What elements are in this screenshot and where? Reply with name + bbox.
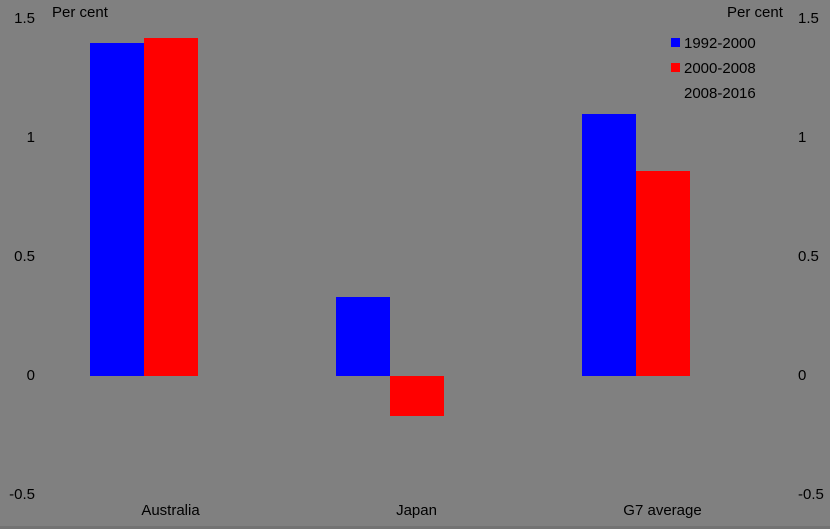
- legend-label-2000-2008: 2000-2008: [684, 60, 756, 77]
- legend-swatch-2000-2008: [671, 63, 680, 72]
- bar-1992-2000-australia: [89, 42, 144, 376]
- legend-item-2008-2016: 2008-2016: [671, 85, 756, 103]
- y-tick-left-1: 1: [26, 128, 35, 146]
- legend-label-1992-2000: 1992-2000: [684, 35, 756, 52]
- y-tick-right-1: 1: [798, 128, 807, 146]
- y-tick-left-0: 0: [26, 366, 35, 384]
- bar-2000-2008-japan: [389, 376, 444, 417]
- y-tick-left-0-5: 0.5: [14, 247, 35, 265]
- x-label-australia: Australia: [141, 502, 200, 519]
- legend-label-2008-2016: 2008-2016: [684, 85, 756, 102]
- legend-swatch-1992-2000: [671, 38, 680, 47]
- y-axis-title-right: Per cent: [727, 4, 783, 21]
- x-label-g7-average: G7 average: [623, 502, 702, 519]
- y-tick-left-1-5: 1.5: [14, 9, 35, 27]
- y-tick-left--0-5: -0.5: [9, 485, 35, 503]
- x-label-japan: Japan: [396, 502, 437, 519]
- legend-item-1992-2000: 1992-2000: [671, 35, 756, 53]
- y-tick-right-0: 0: [798, 366, 807, 384]
- bottom-edge-strip: [0, 526, 830, 529]
- legend-swatch-2008-2016: [671, 88, 680, 97]
- y-tick-right--0-5: -0.5: [798, 485, 824, 503]
- y-axis-title-left: Per cent: [52, 4, 108, 21]
- bar-2000-2008-g7-average: [635, 171, 690, 376]
- y-tick-right-1-5: 1.5: [798, 9, 819, 27]
- y-tick-right-0-5: 0.5: [798, 247, 819, 265]
- bar-1992-2000-japan: [335, 297, 390, 376]
- bar-1992-2000-g7-average: [581, 114, 636, 376]
- bar-2000-2008-australia: [143, 38, 198, 376]
- legend-item-2000-2008: 2000-2008: [671, 60, 756, 78]
